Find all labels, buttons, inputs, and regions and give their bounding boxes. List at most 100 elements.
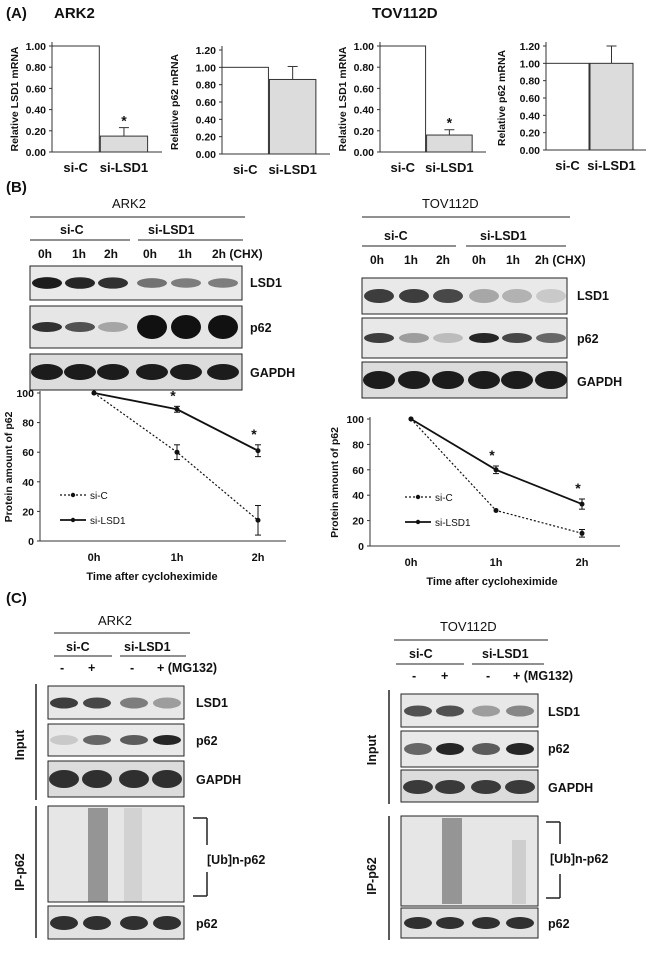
blot-band (208, 315, 238, 339)
blot-c-tov-group1: si-C (409, 647, 433, 661)
category-label: si-LSD1 (100, 160, 148, 175)
blot-band (506, 743, 534, 755)
blot-c-tov-band-gapdh: GAPDH (548, 781, 593, 795)
blot-b-tov-band-lsd1: LSD1 (577, 289, 609, 303)
blot-b-ark2-band-p62: p62 (250, 321, 272, 335)
blot-band (404, 917, 432, 929)
blot-band (404, 705, 432, 717)
blot-b-tov-group1: si-C (384, 229, 408, 243)
blot-band (171, 278, 201, 288)
category-label: si-LSD1 (425, 160, 473, 175)
blot-band (120, 735, 148, 745)
bar (545, 62, 590, 151)
blot-band (98, 277, 128, 289)
blot-band (468, 371, 500, 389)
blot-c-ark2-treat-1: - (60, 661, 64, 675)
y-tick-label: 1.20 (196, 45, 217, 57)
y-tick-label: 0.20 (196, 132, 217, 144)
blot-c-ark2: ARK2 si-C si-LSD1 - + - + (MG132) Input … (13, 613, 265, 940)
blot-band (65, 277, 95, 289)
category-label: si-C (233, 162, 258, 177)
blot-c-ark2-band-p62: p62 (196, 734, 218, 748)
blot-c-ark2-band-lsd1: LSD1 (196, 696, 228, 710)
blot-band (32, 322, 62, 332)
y-tick-label: 0.80 (196, 80, 217, 92)
blot-band (432, 371, 464, 389)
blot-band (472, 917, 500, 929)
y-tick-label: 100 (16, 388, 34, 400)
blot-band (207, 364, 239, 380)
y-tick-label: 0.40 (520, 110, 541, 122)
blot-c-tov-ip-band: p62 (548, 917, 570, 931)
blot-b-tov-band-p62: p62 (577, 332, 599, 346)
blot-c-ark2-group1: si-C (66, 640, 90, 654)
y-tick-label: 1.00 (196, 62, 217, 74)
lane-label: 1h (404, 253, 418, 267)
blot-band (170, 364, 202, 380)
lane-label: 0h (143, 247, 157, 261)
lane-label: 2h (CHX) (535, 253, 586, 267)
bar (379, 45, 427, 153)
y-axis-label: Protein amount of p62 (329, 427, 341, 538)
blot-b-tov-band-gapdh: GAPDH (577, 375, 622, 389)
y-tick-label: 60 (352, 465, 364, 477)
y-tick-label: 60 (22, 447, 34, 459)
legend-label: si-C (90, 491, 108, 502)
bar (268, 78, 317, 155)
blot-c-ark2-band-gapdh: GAPDH (196, 773, 241, 787)
blot-band (137, 315, 167, 339)
blot-band (506, 917, 534, 929)
blot-band (136, 364, 168, 380)
line-chart-2: 100 80 60 40 20 0 Protein amount of p62 0h 1h 2h T… (329, 414, 620, 588)
blot-band (536, 289, 566, 303)
blot-band (363, 371, 395, 389)
y-tick-label: 0.00 (196, 149, 217, 161)
blot-band (153, 735, 181, 745)
blot-band (65, 322, 95, 332)
data-point (408, 416, 414, 422)
x-axis-label: Time after cycloheximide (426, 576, 557, 588)
blot-b-ark2-title: ARK2 (112, 196, 146, 211)
panel-label-a: (A) (6, 5, 27, 22)
data-point (493, 507, 499, 513)
blot-c-ark2-treat-2: + (88, 661, 95, 675)
blot-band (436, 743, 464, 755)
blot-band (83, 697, 111, 709)
blot-band (49, 770, 79, 788)
significance-star: * (121, 113, 127, 129)
blot-c-tov-treat-4: + (MG132) (513, 669, 573, 683)
blot-c-tov-treat-2: + (441, 669, 448, 683)
blot-band (502, 289, 532, 303)
bar (51, 45, 100, 153)
bar-chart-3: 1.00 0.80 0.60 0.40 0.20 0.00 Relative LSD1 mR… (337, 41, 486, 175)
y-axis-label: Protein amount of p62 (3, 411, 15, 522)
y-tick-label: 0.60 (354, 83, 375, 95)
legend-marker (415, 519, 421, 525)
y-tick-label: 0.80 (26, 62, 47, 74)
significance-star: * (447, 115, 453, 131)
blot-band (364, 333, 394, 343)
bar (221, 66, 269, 155)
x-tick-label: 1h (171, 552, 184, 564)
y-tick-label: 40 (22, 477, 34, 489)
y-tick-label: 20 (22, 506, 34, 518)
blot-band (399, 289, 429, 303)
blot-c-tov-treat-3: - (486, 669, 490, 683)
blot-band (501, 371, 533, 389)
blot-band (137, 278, 167, 288)
panel-a-title-tov: TOV112D (372, 5, 438, 22)
category-label: si-C (63, 160, 88, 175)
y-tick-label: 0.00 (520, 145, 541, 157)
lane-label: 1h (178, 247, 192, 261)
legend-label: si-LSD1 (90, 516, 126, 527)
significance-star: * (251, 426, 257, 442)
blot-band (536, 333, 566, 343)
blot-band (31, 364, 63, 380)
blot-band (398, 371, 430, 389)
y-tick-label: 100 (346, 414, 364, 426)
blot-band (83, 916, 111, 930)
blot-band (404, 743, 432, 755)
blot-c-ark2-ip-band: p62 (196, 917, 218, 931)
blot-band (120, 697, 148, 709)
x-axis-label: Time after cycloheximide (86, 571, 217, 583)
